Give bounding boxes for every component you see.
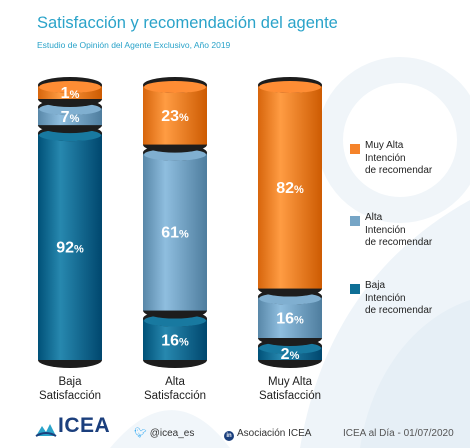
bar-alta-satisfaccion-alta-top-cap xyxy=(144,148,206,161)
icea-logo-text: ICEA xyxy=(58,414,111,437)
bar-alta-satisfaccion-muy-alta xyxy=(143,85,207,145)
data-label-muy-alta-satisfaccion-baja: 2% xyxy=(281,346,300,363)
footer: ICEA 🐦︎ @icea_es in Asociación ICEA ICEA a… xyxy=(0,414,470,448)
data-label-baja-satisfaccion-baja: 92% xyxy=(56,240,84,257)
bar-muy-alta-satisfaccion-muy-alta xyxy=(258,85,322,289)
data-label-muy-alta-satisfaccion-muy-alta: 82% xyxy=(276,180,304,197)
twitter-icon: 🐦︎ xyxy=(134,428,147,439)
bar-baja-satisfaccion-alta-top-cap xyxy=(39,103,101,115)
data-label-alta-satisfaccion-muy-alta: 23% xyxy=(161,108,189,125)
data-label-alta-satisfaccion-baja: 16% xyxy=(161,332,189,349)
source-date: ICEA al Día - 01/07/2020 xyxy=(343,428,454,439)
bar-muy-alta-satisfaccion-alta-top-cap xyxy=(259,292,321,305)
bar-alta-satisfaccion-muy-alta-top-cap xyxy=(144,81,206,93)
bar-muy-alta-satisfaccion-baja-top-cap xyxy=(259,342,321,354)
icea-logo-mark-icon xyxy=(35,424,57,437)
chart-title: Satisfacción y recomendación del agente xyxy=(37,14,338,32)
bar-muy-alta-satisfaccion-muy-alta-top-cap xyxy=(259,81,321,93)
twitter-link[interactable]: 🐦︎ @icea_es xyxy=(134,428,194,439)
linkedin-link[interactable]: in Asociación ICEA xyxy=(224,428,311,441)
bar-baja-satisfaccion-baja-top-cap xyxy=(39,129,101,142)
bar-alta-satisfaccion-alta xyxy=(143,152,207,311)
linkedin-name: Asociación ICEA xyxy=(237,428,312,439)
legend-swatch-alta xyxy=(350,216,360,226)
category-label-muy-alta-satisfaccion: Muy Alta Satisfacción xyxy=(258,376,321,402)
chart-subtitle: Estudio de Opinión del Agente Exclusivo,… xyxy=(37,40,231,50)
data-label-baja-satisfaccion-alta: 7% xyxy=(61,109,80,126)
twitter-handle: @icea_es xyxy=(149,428,195,439)
legend-swatch-baja xyxy=(350,284,360,294)
bar-alta-satisfaccion-baja-top-cap xyxy=(144,314,206,327)
bar-baja-satisfaccion-muy-alta-top-cap xyxy=(39,81,101,93)
legend-swatch-muy-alta xyxy=(350,144,360,154)
bar-baja-satisfaccion-baja xyxy=(38,133,102,360)
category-label-alta-satisfaccion: Alta Satisfacción xyxy=(143,376,206,402)
data-label-alta-satisfaccion-alta: 61% xyxy=(161,225,189,242)
legend-label-alta: Alta Intención de recomendar xyxy=(365,212,433,248)
data-label-baja-satisfaccion-muy-alta: 1% xyxy=(61,85,80,102)
linkedin-icon: in xyxy=(224,431,234,441)
legend-label-baja: Baja Intención de recomendar xyxy=(365,280,433,316)
category-label-baja-satisfaccion: Baja Satisfacción xyxy=(38,376,101,402)
legend-label-muy-alta: Muy Alta Intención de recomendar xyxy=(365,140,433,176)
data-label-muy-alta-satisfaccion-alta: 16% xyxy=(276,310,304,327)
